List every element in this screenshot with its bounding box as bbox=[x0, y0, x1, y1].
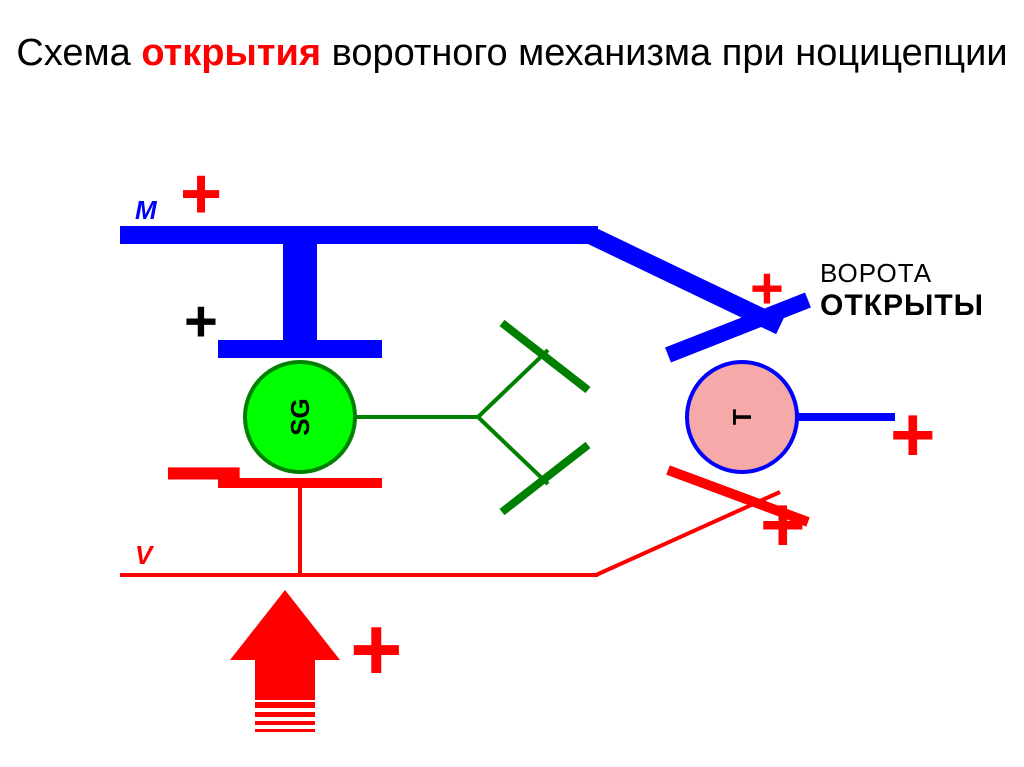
gate-line1: ВОРОТА bbox=[820, 258, 984, 289]
t-node: T bbox=[687, 362, 797, 472]
gate-control-diagram: SG T bbox=[0, 0, 1024, 767]
gate-state-label: ВОРОТА ОТКРЫТЫ bbox=[820, 258, 984, 323]
sg-node: SG bbox=[245, 362, 355, 472]
sg-label: SG bbox=[285, 398, 315, 436]
plus-output: + bbox=[890, 395, 936, 473]
plus-t-lower: + bbox=[760, 485, 806, 563]
sg-outputs bbox=[355, 323, 588, 512]
v-fiber-label: V bbox=[135, 540, 152, 571]
minus-sg-lower: − bbox=[162, 418, 246, 528]
plus-sg-upper: + bbox=[184, 293, 218, 351]
m-fiber bbox=[120, 228, 808, 358]
plus-t-upper: + bbox=[750, 260, 784, 318]
plus-m-top: + bbox=[180, 158, 222, 230]
t-label: T bbox=[727, 409, 757, 425]
gate-line2: ОТКРЫТЫ bbox=[820, 289, 984, 323]
plus-input-arrow: + bbox=[350, 605, 403, 695]
m-fiber-label: M bbox=[135, 195, 157, 226]
input-arrow-icon bbox=[230, 590, 340, 732]
